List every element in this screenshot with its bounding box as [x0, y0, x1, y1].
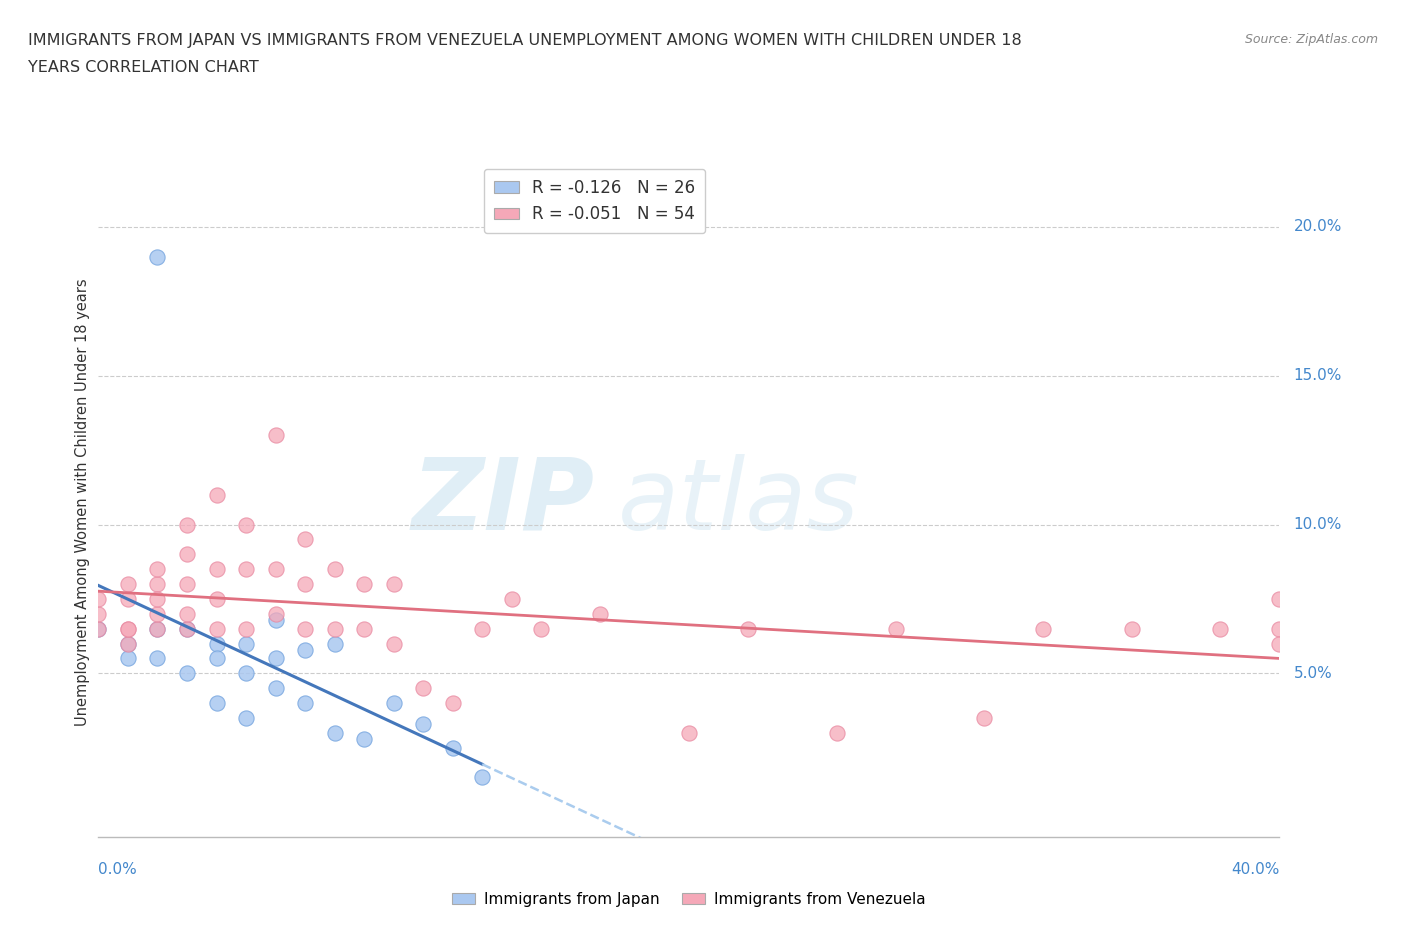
Point — [146, 577, 169, 591]
Y-axis label: Unemployment Among Women with Children Under 18 years: Unemployment Among Women with Children U… — [75, 278, 90, 726]
Point — [1032, 621, 1054, 636]
Point — [235, 711, 257, 725]
Point — [235, 517, 257, 532]
Point — [235, 621, 257, 636]
Point — [146, 249, 169, 264]
Point — [146, 606, 169, 621]
Point — [353, 731, 375, 746]
Point — [205, 651, 228, 666]
Point — [973, 711, 995, 725]
Point — [884, 621, 907, 636]
Point — [471, 770, 494, 785]
Point — [264, 612, 287, 627]
Legend: Immigrants from Japan, Immigrants from Venezuela: Immigrants from Japan, Immigrants from V… — [446, 886, 932, 913]
Point — [1268, 636, 1291, 651]
Point — [205, 591, 228, 606]
Point — [1209, 621, 1232, 636]
Point — [146, 651, 169, 666]
Point — [737, 621, 759, 636]
Text: 0.0%: 0.0% — [98, 862, 138, 877]
Point — [353, 621, 375, 636]
Point — [264, 606, 287, 621]
Point — [323, 621, 346, 636]
Text: YEARS CORRELATION CHART: YEARS CORRELATION CHART — [28, 60, 259, 75]
Point — [176, 621, 198, 636]
Point — [205, 487, 228, 502]
Point — [382, 577, 405, 591]
Point — [205, 562, 228, 577]
Point — [117, 651, 139, 666]
Point — [205, 696, 228, 711]
Point — [294, 577, 316, 591]
Point — [294, 621, 316, 636]
Point — [176, 577, 198, 591]
Point — [264, 681, 287, 696]
Point — [146, 562, 169, 577]
Point — [176, 547, 198, 562]
Point — [117, 636, 139, 651]
Point — [382, 636, 405, 651]
Point — [264, 651, 287, 666]
Point — [205, 636, 228, 651]
Point — [117, 621, 139, 636]
Point — [117, 621, 139, 636]
Point — [87, 621, 110, 636]
Point — [176, 517, 198, 532]
Point — [87, 621, 110, 636]
Point — [264, 562, 287, 577]
Point — [471, 621, 494, 636]
Point — [323, 725, 346, 740]
Point — [678, 725, 700, 740]
Point — [382, 696, 405, 711]
Point — [117, 577, 139, 591]
Point — [294, 532, 316, 547]
Point — [235, 562, 257, 577]
Point — [530, 621, 553, 636]
Point — [264, 428, 287, 443]
Point — [441, 740, 464, 755]
Point — [294, 642, 316, 657]
Point — [1268, 621, 1291, 636]
Text: atlas: atlas — [619, 454, 859, 551]
Point — [825, 725, 848, 740]
Text: IMMIGRANTS FROM JAPAN VS IMMIGRANTS FROM VENEZUELA UNEMPLOYMENT AMONG WOMEN WITH: IMMIGRANTS FROM JAPAN VS IMMIGRANTS FROM… — [28, 33, 1022, 47]
Text: 10.0%: 10.0% — [1294, 517, 1341, 532]
Point — [176, 621, 198, 636]
Point — [146, 621, 169, 636]
Point — [412, 716, 434, 731]
Point — [176, 606, 198, 621]
Point — [235, 636, 257, 651]
Text: 20.0%: 20.0% — [1294, 219, 1341, 234]
Text: 5.0%: 5.0% — [1294, 666, 1333, 681]
Point — [87, 591, 110, 606]
Point — [1121, 621, 1143, 636]
Point — [176, 666, 198, 681]
Point — [1268, 591, 1291, 606]
Text: 40.0%: 40.0% — [1232, 862, 1279, 877]
Point — [412, 681, 434, 696]
Point — [146, 621, 169, 636]
Point — [323, 636, 346, 651]
Legend: R = -0.126   N = 26, R = -0.051   N = 54: R = -0.126 N = 26, R = -0.051 N = 54 — [484, 169, 706, 233]
Point — [146, 591, 169, 606]
Point — [235, 666, 257, 681]
Point — [87, 606, 110, 621]
Text: ZIP: ZIP — [412, 454, 595, 551]
Point — [441, 696, 464, 711]
Point — [589, 606, 612, 621]
Text: 15.0%: 15.0% — [1294, 368, 1341, 383]
Point — [501, 591, 523, 606]
Point — [205, 621, 228, 636]
Point — [323, 562, 346, 577]
Point — [117, 636, 139, 651]
Point — [353, 577, 375, 591]
Text: Source: ZipAtlas.com: Source: ZipAtlas.com — [1244, 33, 1378, 46]
Point — [294, 696, 316, 711]
Point — [117, 591, 139, 606]
